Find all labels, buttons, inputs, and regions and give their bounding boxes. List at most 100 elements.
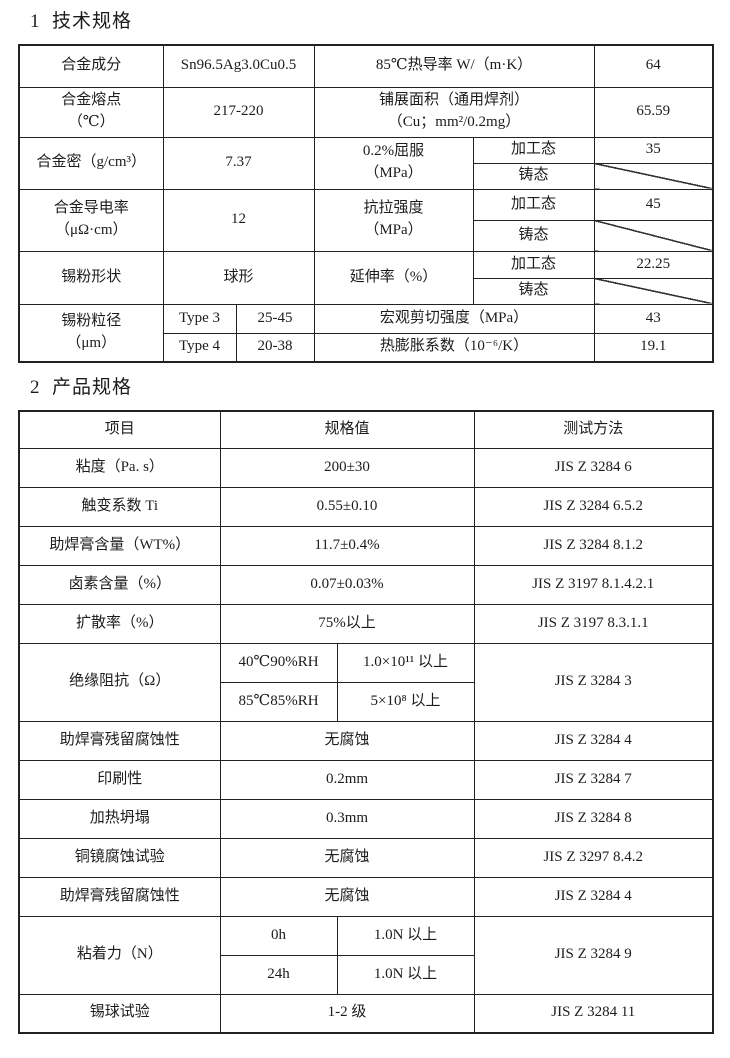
spec-value-cell: 0.07±0.03% xyxy=(219,564,475,605)
spec-item-cell: 助焊膏含量（WT%） xyxy=(18,525,221,566)
tech-specs-table: 合金成分 Sn96.5Ag3.0Cu0.5 85℃热导率 W/（m·K） 64 … xyxy=(18,44,715,363)
table-row: 加热坍塌 0.3mm JIS Z 3284 8 xyxy=(18,798,714,839)
insulation-value2-cell: 5×10⁸ 以上 xyxy=(336,681,475,722)
test-method-cell: JIS Z 3284 6 xyxy=(473,447,714,488)
test-method-cell: JIS Z 3284 3 xyxy=(473,642,714,722)
adhesion-label: 粘着力（N） xyxy=(18,915,221,995)
particle-type4-label: Type 4 xyxy=(162,332,237,363)
density-label: 合金密（g/cm³） xyxy=(18,136,164,190)
table-row: 助焊膏残留腐蚀性 无腐蚀 JIS Z 3284 4 xyxy=(18,876,714,917)
table-row: 锡粉粒径 （μm） Type 3 25-45 宏观剪切强度（MPa） 43 xyxy=(18,303,714,363)
melting-point-label: 合金熔点 （℃） xyxy=(18,86,164,138)
table-row: 锡粉形状 球形 延伸率（%） 加工态 22.25 xyxy=(18,250,714,305)
density-value: 7.37 xyxy=(162,136,315,190)
particle-type3-label: Type 3 xyxy=(162,303,237,334)
processed-state-label: 加工态 xyxy=(472,188,595,221)
table-row: 助焊膏残留腐蚀性 无腐蚀 JIS Z 3284 4 xyxy=(18,720,714,761)
cte-value: 19.1 xyxy=(593,332,714,363)
particle-type3-range: 25-45 xyxy=(235,303,315,334)
spread-area-label: 铺展面积（通用焊剂） （Cu；mm²/0.2mg） xyxy=(313,86,595,138)
thermal-conductivity-value: 64 xyxy=(593,44,714,88)
adhesion-time1-cell: 0h xyxy=(219,915,338,956)
spec-value-cell: 75%以上 xyxy=(219,603,475,644)
cte-label: 热膨胀系数（10⁻⁶/K） xyxy=(313,332,595,363)
spread-area-value: 65.59 xyxy=(593,86,714,138)
table-row: Type 4 20-38 热膨胀系数（10⁻⁶/K） 19.1 xyxy=(19,332,714,363)
test-method-cell: JIS Z 3284 4 xyxy=(473,720,714,761)
processed-state-label: 加工态 xyxy=(472,250,595,279)
adhesion-value1-cell: 1.0N 以上 xyxy=(336,915,475,956)
table-row: 铜镜腐蚀试验 无腐蚀 JIS Z 3297 8.4.2 xyxy=(18,837,714,878)
table-row: 合金成分 Sn96.5Ag3.0Cu0.5 85℃热导率 W/（m·K） 64 xyxy=(18,44,714,88)
table-row: 印刷性 0.2mm JIS Z 3284 7 xyxy=(18,759,714,800)
spec-value-cell: 0.3mm xyxy=(219,798,475,839)
table-row: 粘着力（N） 0h 1.0N 以上 JIS Z 3284 9 xyxy=(18,915,714,995)
spec-item-cell: 锡球试验 xyxy=(18,993,221,1034)
table-row: 扩散率（%） 75%以上 JIS Z 3197 8.3.1.1 xyxy=(18,603,714,644)
spec-value-cell: 200±30 xyxy=(219,447,475,488)
empty-diagonal-cell xyxy=(593,219,714,252)
processed-state-label: 加工态 xyxy=(472,136,595,164)
section-title-tech-specs: 1 技术规格 xyxy=(30,11,133,32)
shear-strength-label: 宏观剪切强度（MPa） xyxy=(313,303,595,334)
adhesion-time2-cell: 24h xyxy=(219,954,338,995)
spec-value-cell: 0.2mm xyxy=(219,759,475,800)
table-row: 锡球试验 1-2 级 JIS Z 3284 11 xyxy=(18,993,714,1034)
table-row: 绝缘阻抗（Ω） 40℃90%RH 1.0×10¹¹ 以上 JIS Z 3284 … xyxy=(18,642,714,722)
table-row: 助焊膏含量（WT%） 11.7±0.4% JIS Z 3284 8.1.2 xyxy=(18,525,714,566)
spec-item-cell: 触变系数 Ti xyxy=(18,486,221,527)
table-row: 触变系数 Ti 0.55±0.10 JIS Z 3284 6.5.2 xyxy=(18,486,714,527)
insulation-condition1-cell: 40℃90%RH xyxy=(219,642,338,683)
test-method-cell: JIS Z 3284 4 xyxy=(473,876,714,917)
column-header-spec: 规格值 xyxy=(219,410,475,449)
elongation-processed-value: 22.25 xyxy=(593,250,714,279)
spec-value-cell: 无腐蚀 xyxy=(219,837,475,878)
tensile-strength-processed-value: 45 xyxy=(593,188,714,221)
table-row: 粘度（Pa. s） 200±30 JIS Z 3284 6 xyxy=(18,447,714,488)
spec-value-cell: 0.55±0.10 xyxy=(219,486,475,527)
product-specs-table: 项目 规格值 测试方法 粘度（Pa. s） 200±30 JIS Z 3284 … xyxy=(18,410,715,1034)
test-method-cell: JIS Z 3297 8.4.2 xyxy=(473,837,714,878)
spec-item-cell: 粘度（Pa. s） xyxy=(18,447,221,488)
elongation-label: 延伸率（%） xyxy=(313,250,474,305)
spec-value-cell: 无腐蚀 xyxy=(219,720,475,761)
spec-item-cell: 卤素含量（%） xyxy=(18,564,221,605)
column-header-method: 测试方法 xyxy=(473,410,714,449)
cast-state-label: 铸态 xyxy=(472,277,595,305)
alloy-composition-label: 合金成分 xyxy=(18,44,164,88)
spec-item-cell: 扩散率（%） xyxy=(18,603,221,644)
tensile-strength-label: 抗拉强度 （MPa） xyxy=(313,188,474,252)
conductivity-label: 合金导电率 （μΩ·cm） xyxy=(18,188,164,252)
shear-strength-value: 43 xyxy=(593,303,714,334)
insulation-condition2-cell: 85℃85%RH xyxy=(219,681,338,722)
table-row: 铸态 xyxy=(19,219,714,252)
spec-item-cell: 铜镜腐蚀试验 xyxy=(18,837,221,878)
cast-state-label: 铸态 xyxy=(472,162,595,190)
empty-diagonal-cell xyxy=(593,162,714,190)
spec-item-cell: 助焊膏残留腐蚀性 xyxy=(18,720,221,761)
table-row: 铸态 xyxy=(19,277,714,305)
table-row: 合金导电率 （μΩ·cm） 12 抗拉强度 （MPa） 加工态 45 xyxy=(18,188,714,252)
table-row: 24h 1.0N 以上 xyxy=(19,954,713,995)
test-method-cell: JIS Z 3197 8.1.4.2.1 xyxy=(473,564,714,605)
table-row: 铸态 xyxy=(19,162,714,190)
test-method-cell: JIS Z 3284 11 xyxy=(473,993,714,1034)
table-row: 卤素含量（%） 0.07±0.03% JIS Z 3197 8.1.4.2.1 xyxy=(18,564,714,605)
column-header-item: 项目 xyxy=(18,410,221,449)
test-method-cell: JIS Z 3284 8 xyxy=(473,798,714,839)
test-method-cell: JIS Z 3284 6.5.2 xyxy=(473,486,714,527)
empty-diagonal-cell xyxy=(593,277,714,305)
test-method-cell: JIS Z 3284 9 xyxy=(473,915,714,995)
alloy-composition-value: Sn96.5Ag3.0Cu0.5 xyxy=(162,44,315,88)
thermal-conductivity-label: 85℃热导率 W/（m·K） xyxy=(313,44,595,88)
yield-strength-processed-value: 35 xyxy=(593,136,714,164)
adhesion-value2-cell: 1.0N 以上 xyxy=(336,954,475,995)
spec-value-cell: 1-2 级 xyxy=(219,993,475,1034)
particle-type4-range: 20-38 xyxy=(235,332,315,363)
table-row: 85℃85%RH 5×10⁸ 以上 xyxy=(19,681,713,722)
table-header-row: 项目 规格值 测试方法 xyxy=(18,410,714,449)
table-row: 合金密（g/cm³） 7.37 0.2%屈服 （MPa） 加工态 35 xyxy=(18,136,714,190)
test-method-cell: JIS Z 3197 8.3.1.1 xyxy=(473,603,714,644)
particle-size-label: 锡粉粒径 （μm） xyxy=(18,303,164,363)
